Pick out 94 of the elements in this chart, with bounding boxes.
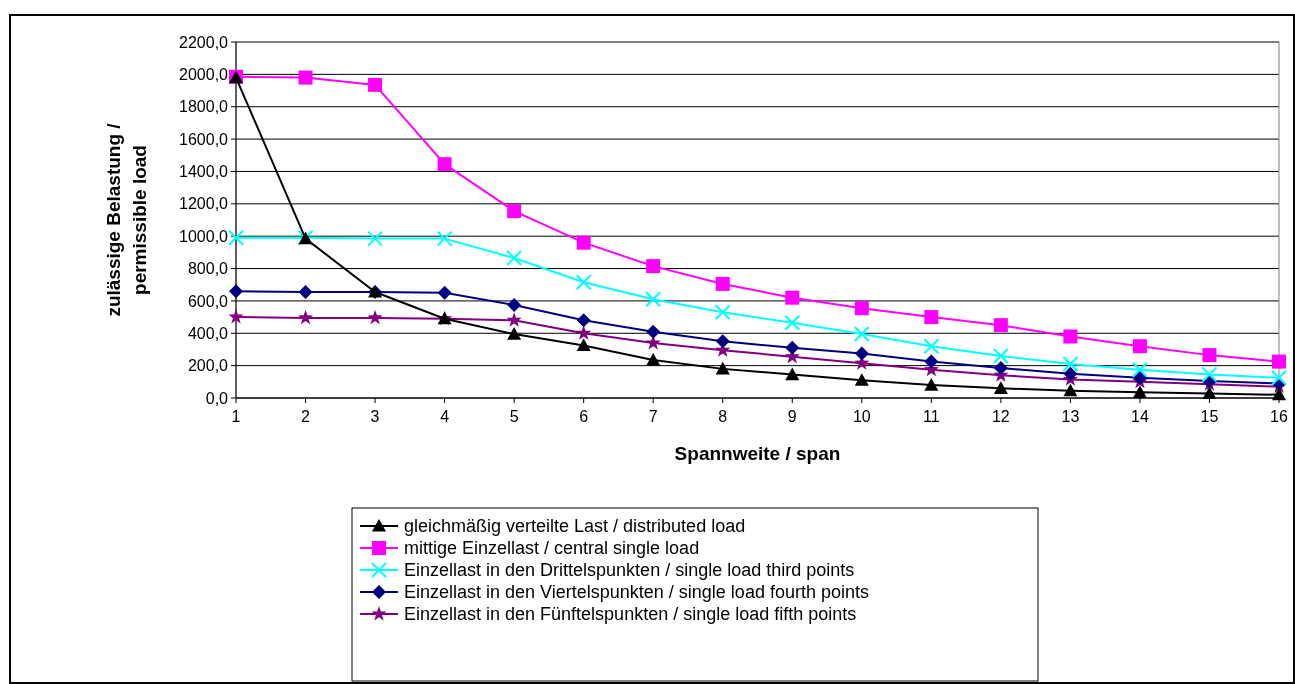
y-tick-label: 400,0 — [187, 324, 229, 342]
point — [993, 381, 1008, 394]
point — [1201, 366, 1218, 383]
point — [576, 313, 591, 328]
point — [924, 354, 939, 369]
point — [437, 285, 452, 300]
y-axis-title: zulässige Belastung / permissible load — [103, 122, 150, 317]
x-axis-title: Spannweite / span — [674, 443, 841, 464]
point — [367, 309, 383, 325]
point — [714, 304, 731, 321]
point — [368, 77, 383, 92]
point — [992, 347, 1009, 364]
point — [437, 157, 452, 172]
point — [923, 338, 940, 355]
point — [924, 378, 939, 391]
point — [853, 326, 870, 343]
x-tick-label: 7 — [648, 408, 658, 425]
point — [228, 229, 244, 246]
y-tick-label: 2200,0 — [179, 33, 229, 51]
y-tick-label: 600,0 — [187, 292, 229, 310]
x-tick-label: 12 — [991, 408, 1010, 425]
y-tick-label: 800,0 — [187, 260, 229, 278]
y-tick-label: 200,0 — [187, 357, 229, 375]
x-tick-label: 11 — [923, 408, 940, 425]
x-tick-label: 2 — [301, 408, 311, 425]
point — [854, 301, 869, 316]
point — [646, 352, 661, 366]
point — [715, 276, 730, 291]
point — [785, 290, 800, 305]
legend-label: Einzellast in den Viertelspunkten / single load fourth points — [404, 582, 869, 603]
point — [229, 284, 243, 299]
point — [1132, 385, 1147, 398]
point — [785, 340, 800, 355]
point — [298, 285, 313, 300]
point — [507, 297, 522, 312]
point — [507, 327, 522, 340]
point — [715, 334, 730, 349]
point — [506, 312, 522, 327]
x-tick-label: 10 — [852, 408, 871, 425]
point — [993, 361, 1008, 376]
x-tick-label: 5 — [509, 408, 519, 425]
point — [1063, 329, 1078, 344]
point — [646, 259, 661, 274]
point — [924, 310, 939, 325]
x-tick-label: 15 — [1200, 408, 1219, 425]
point — [436, 230, 453, 247]
point — [785, 367, 800, 381]
point — [1131, 361, 1148, 378]
y-tick-label: 1600,0 — [179, 130, 229, 148]
point — [784, 314, 801, 331]
x-tick-label: 6 — [579, 408, 589, 425]
point — [575, 274, 592, 291]
point — [297, 309, 314, 325]
point — [506, 250, 523, 267]
point — [1272, 387, 1286, 401]
point — [298, 70, 313, 85]
point — [1272, 354, 1286, 369]
point — [993, 318, 1008, 333]
point — [854, 346, 869, 361]
y-tick-label: 0,0 — [205, 389, 229, 407]
point — [228, 309, 244, 324]
legend-label: mittige Einzellast / central single load — [404, 538, 700, 559]
point — [576, 338, 591, 352]
point — [1063, 383, 1078, 397]
point — [715, 361, 730, 375]
point — [1062, 356, 1079, 373]
y-tick-label: 1400,0 — [179, 163, 229, 181]
legend-label: Einzellast in den Drittelspunkten / single load third points — [404, 560, 855, 581]
point — [645, 291, 662, 308]
x-tick-label: 9 — [787, 408, 797, 425]
y-tick-label: 1800,0 — [179, 98, 229, 116]
y-tick-label: 1000,0 — [179, 227, 229, 245]
point — [854, 373, 869, 386]
point — [507, 204, 522, 219]
y-tick-label: 1200,0 — [179, 195, 229, 213]
x-tick-label: 3 — [370, 408, 380, 425]
x-tick-label: 13 — [1061, 408, 1080, 425]
point — [576, 235, 591, 250]
point — [1132, 339, 1147, 354]
point — [1202, 348, 1217, 363]
point — [576, 325, 592, 340]
x-tick-label: 16 — [1270, 408, 1288, 425]
point — [1271, 369, 1287, 386]
legend-label: Einzellast in den Fünftelspunkten / single load fifth points — [404, 604, 857, 625]
x-tick-label: 1 — [231, 408, 241, 425]
x-tick-label: 4 — [440, 408, 450, 425]
x-tick-label: 8 — [718, 408, 728, 425]
x-tick-label: 14 — [1131, 408, 1149, 425]
point — [367, 230, 384, 247]
legend-label: gleichmäßig verteilte Last / distributed load — [404, 516, 746, 537]
point — [1063, 366, 1078, 381]
y-tick-label: 2000,0 — [179, 65, 229, 83]
point — [646, 324, 661, 339]
point — [1202, 386, 1217, 400]
